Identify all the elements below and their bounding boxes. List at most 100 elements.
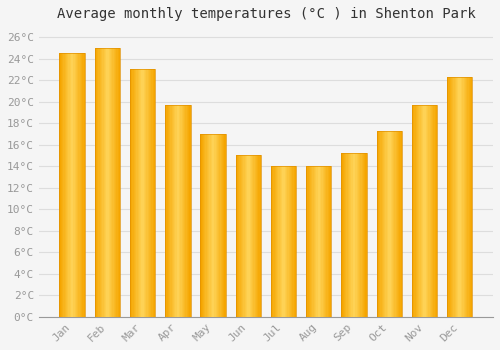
Bar — [290, 166, 291, 317]
Bar — [319, 166, 320, 317]
Bar — [271, 166, 272, 317]
Bar — [180, 105, 182, 317]
Bar — [98, 48, 100, 317]
Bar — [101, 48, 102, 317]
Bar — [427, 105, 428, 317]
Bar — [251, 155, 252, 317]
Bar — [140, 69, 141, 317]
Bar — [70, 53, 71, 317]
Bar — [460, 77, 461, 317]
Bar — [434, 105, 436, 317]
Bar — [363, 153, 364, 317]
Bar — [80, 53, 81, 317]
Bar — [392, 131, 393, 317]
Bar — [461, 77, 462, 317]
Bar — [447, 77, 472, 317]
Bar — [464, 77, 465, 317]
Bar — [246, 155, 247, 317]
Bar — [378, 131, 379, 317]
Bar — [204, 134, 206, 317]
Bar — [412, 105, 413, 317]
Bar — [139, 69, 140, 317]
Bar — [342, 153, 366, 317]
Bar — [462, 77, 464, 317]
Bar — [111, 48, 112, 317]
Bar — [152, 69, 153, 317]
Bar — [424, 105, 426, 317]
Bar — [471, 77, 472, 317]
Bar — [277, 166, 278, 317]
Bar — [236, 155, 237, 317]
Bar — [274, 166, 276, 317]
Bar — [436, 105, 437, 317]
Bar — [145, 69, 146, 317]
Bar — [168, 105, 169, 317]
Bar — [182, 105, 183, 317]
Bar — [188, 105, 190, 317]
Bar — [108, 48, 110, 317]
Bar — [388, 131, 390, 317]
Bar — [470, 77, 471, 317]
Bar — [105, 48, 106, 317]
Bar — [106, 48, 108, 317]
Bar — [330, 166, 332, 317]
Bar — [119, 48, 120, 317]
Bar — [454, 77, 456, 317]
Bar — [146, 69, 148, 317]
Bar — [423, 105, 424, 317]
Bar — [345, 153, 346, 317]
Bar — [206, 134, 208, 317]
Bar — [183, 105, 184, 317]
Bar — [457, 77, 458, 317]
Bar — [67, 53, 68, 317]
Bar — [394, 131, 396, 317]
Bar — [318, 166, 319, 317]
Bar — [466, 77, 468, 317]
Bar — [380, 131, 382, 317]
Bar — [220, 134, 222, 317]
Bar — [131, 69, 132, 317]
Bar — [400, 131, 402, 317]
Bar — [244, 155, 246, 317]
Bar — [200, 134, 226, 317]
Bar — [78, 53, 80, 317]
Bar — [352, 153, 354, 317]
Bar — [278, 166, 280, 317]
Bar — [84, 53, 85, 317]
Bar — [136, 69, 138, 317]
Bar — [324, 166, 325, 317]
Bar — [179, 105, 180, 317]
Bar — [165, 105, 190, 317]
Bar — [390, 131, 392, 317]
Bar — [314, 166, 315, 317]
Bar — [329, 166, 330, 317]
Bar — [295, 166, 296, 317]
Bar — [81, 53, 82, 317]
Bar — [149, 69, 150, 317]
Bar — [452, 77, 454, 317]
Bar — [272, 166, 274, 317]
Bar — [130, 69, 131, 317]
Bar — [224, 134, 226, 317]
Bar — [284, 166, 285, 317]
Bar — [384, 131, 386, 317]
Bar — [286, 166, 288, 317]
Bar — [138, 69, 139, 317]
Bar — [202, 134, 203, 317]
Bar — [417, 105, 418, 317]
Bar — [451, 77, 452, 317]
Bar — [118, 48, 119, 317]
Bar — [97, 48, 98, 317]
Bar — [344, 153, 345, 317]
Bar — [110, 48, 111, 317]
Bar — [250, 155, 251, 317]
Bar — [448, 77, 450, 317]
Bar — [312, 166, 314, 317]
Bar — [288, 166, 290, 317]
Bar — [64, 53, 66, 317]
Bar — [276, 166, 277, 317]
Bar — [169, 105, 170, 317]
Bar — [346, 153, 348, 317]
Bar — [316, 166, 318, 317]
Bar — [116, 48, 117, 317]
